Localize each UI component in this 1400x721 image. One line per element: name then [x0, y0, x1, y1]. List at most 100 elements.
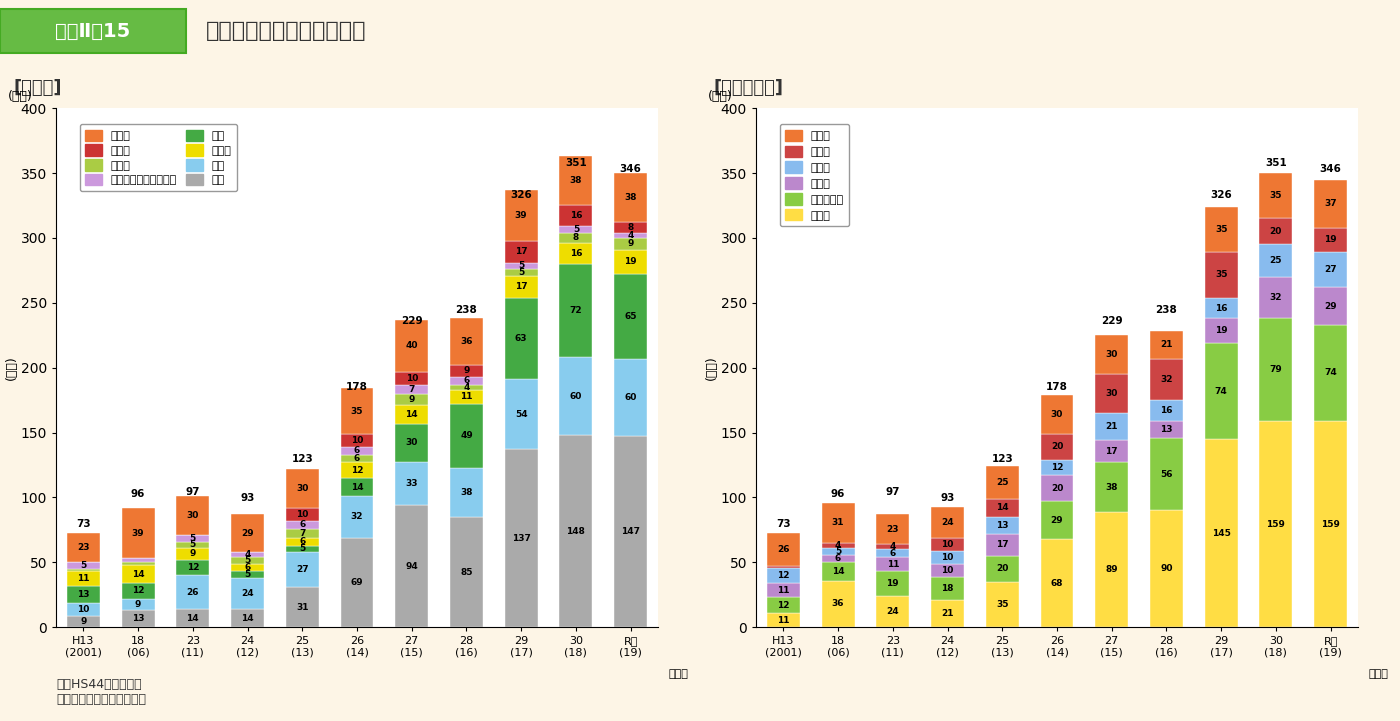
Bar — [395, 462, 428, 505]
Bar — [231, 514, 265, 552]
Text: 93: 93 — [241, 492, 255, 503]
Bar — [449, 390, 483, 404]
Text: 49: 49 — [461, 431, 473, 441]
Text: 14: 14 — [350, 482, 364, 492]
Bar — [176, 559, 209, 575]
Text: 21: 21 — [1161, 340, 1173, 350]
Bar — [176, 575, 209, 609]
Bar — [1095, 374, 1128, 413]
Bar — [395, 384, 428, 394]
Text: 137: 137 — [512, 534, 531, 543]
Text: 79: 79 — [1270, 365, 1282, 374]
Text: 10: 10 — [941, 540, 953, 549]
Bar — [286, 528, 319, 538]
Bar — [986, 534, 1019, 556]
Text: 25: 25 — [995, 478, 1008, 487]
Text: （年）: （年） — [1369, 669, 1389, 678]
Bar — [340, 496, 374, 538]
Bar — [286, 508, 319, 521]
Bar — [286, 538, 319, 546]
Text: 326: 326 — [511, 190, 532, 200]
Text: 6: 6 — [889, 549, 896, 558]
Bar — [1095, 512, 1128, 627]
Bar — [231, 578, 265, 609]
Bar — [1315, 180, 1347, 228]
Bar — [449, 319, 483, 365]
Bar — [1315, 287, 1347, 325]
Text: 13: 13 — [995, 521, 1008, 530]
Bar — [560, 233, 592, 243]
Bar — [67, 562, 99, 569]
Text: 38: 38 — [624, 193, 637, 202]
Bar — [505, 269, 538, 275]
Text: 147: 147 — [622, 527, 640, 536]
Bar — [1040, 434, 1074, 460]
Text: 19: 19 — [1215, 326, 1228, 335]
Bar — [986, 466, 1019, 499]
Bar — [1260, 244, 1292, 277]
Bar — [176, 609, 209, 627]
Bar — [505, 275, 538, 298]
Text: 97: 97 — [886, 487, 900, 497]
Text: 97: 97 — [186, 487, 200, 497]
Text: 123: 123 — [991, 454, 1014, 464]
Text: 30: 30 — [186, 511, 199, 520]
Text: 13: 13 — [1161, 425, 1173, 434]
Bar — [286, 469, 319, 508]
Text: 5: 5 — [189, 534, 196, 543]
Text: 72: 72 — [570, 306, 582, 315]
Bar — [876, 549, 909, 557]
Text: 178: 178 — [346, 382, 368, 392]
Text: 20: 20 — [995, 565, 1008, 573]
Text: 4: 4 — [834, 541, 841, 550]
Text: 351: 351 — [1266, 158, 1287, 168]
Text: 5: 5 — [518, 267, 525, 277]
Text: 11: 11 — [886, 559, 899, 569]
Bar — [231, 564, 265, 572]
Bar — [822, 503, 854, 543]
Bar — [340, 462, 374, 478]
Bar — [1315, 421, 1347, 627]
Text: 26: 26 — [777, 545, 790, 554]
Text: 68: 68 — [1051, 579, 1063, 588]
Text: 8: 8 — [573, 234, 580, 242]
Bar — [876, 596, 909, 627]
Bar — [1149, 332, 1183, 358]
Bar — [449, 517, 483, 627]
Text: 96: 96 — [832, 489, 846, 499]
Text: 16: 16 — [1215, 304, 1228, 312]
Bar — [560, 264, 592, 358]
Text: 17: 17 — [995, 540, 1008, 549]
Bar — [176, 535, 209, 541]
Text: 54: 54 — [515, 410, 528, 419]
Bar — [1040, 539, 1074, 627]
Bar — [505, 298, 538, 379]
Bar — [395, 505, 428, 627]
Bar — [395, 394, 428, 405]
Text: 11: 11 — [777, 585, 790, 595]
Text: 39: 39 — [132, 528, 144, 538]
Text: 74: 74 — [1324, 368, 1337, 377]
Bar — [122, 565, 154, 583]
Text: 10: 10 — [941, 566, 953, 575]
Bar — [767, 613, 799, 627]
Text: 我が国の木材輸出額の推移: 我が国の木材輸出額の推移 — [206, 22, 367, 41]
Text: 11: 11 — [77, 574, 90, 583]
Bar — [67, 533, 99, 562]
Text: 11: 11 — [461, 392, 473, 402]
Text: 23: 23 — [886, 525, 899, 534]
Bar — [560, 226, 592, 233]
Text: 56: 56 — [1161, 469, 1173, 479]
Text: 10: 10 — [406, 373, 419, 383]
Bar — [1205, 343, 1238, 439]
Bar — [931, 507, 965, 538]
Text: 93: 93 — [941, 492, 955, 503]
Text: 10: 10 — [941, 553, 953, 562]
Bar — [822, 543, 854, 548]
Text: 14: 14 — [406, 410, 419, 419]
Bar — [931, 577, 965, 600]
Bar — [286, 521, 319, 528]
Text: 5: 5 — [189, 540, 196, 549]
Text: 9: 9 — [189, 549, 196, 559]
Bar — [767, 583, 799, 598]
